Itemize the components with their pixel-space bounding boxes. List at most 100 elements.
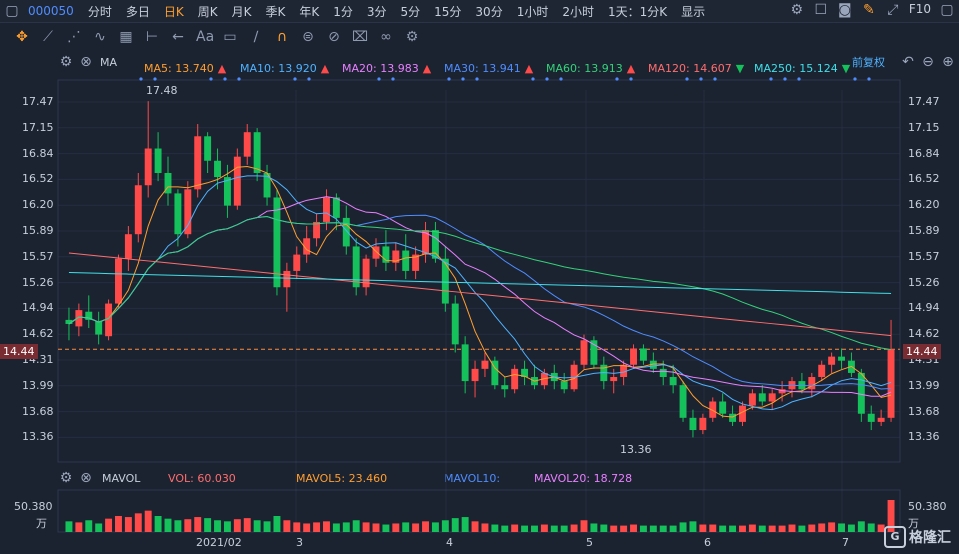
adjust-select[interactable]: 前复权 xyxy=(852,56,885,69)
tab-1[interactable]: 多日 xyxy=(125,4,150,19)
dock-icon[interactable]: ▢ xyxy=(940,2,954,18)
candle-body xyxy=(144,148,152,186)
tab-7[interactable]: 1分 xyxy=(333,4,353,19)
candle-body xyxy=(630,348,637,365)
tab-13[interactable]: 2小时 xyxy=(562,4,594,19)
candle-body xyxy=(332,197,340,218)
watermark-logo-icon: G xyxy=(884,526,906,548)
trash-icon[interactable]: ⌧ xyxy=(352,29,369,45)
candle-body xyxy=(451,303,459,345)
display-select[interactable]: 显示 xyxy=(681,4,706,19)
tab-6[interactable]: 年K xyxy=(299,4,320,19)
checkbox-icon[interactable]: ☐ xyxy=(814,2,828,18)
candle-body xyxy=(263,172,271,198)
settings-icon[interactable]: ⚙ xyxy=(790,2,804,18)
candle-body xyxy=(699,417,707,431)
magnet-icon[interactable]: ∩ xyxy=(276,29,288,45)
event-marker xyxy=(531,77,535,81)
candle-body xyxy=(867,413,875,422)
f10-button[interactable]: F10 xyxy=(908,2,931,16)
measure-tool-icon[interactable]: ⊢ xyxy=(145,29,159,45)
period-select[interactable]: 1天：1分K xyxy=(607,4,668,19)
event-marker xyxy=(615,77,619,81)
stock-code[interactable]: 000050 xyxy=(28,4,74,18)
ruler-icon[interactable]: ∕ xyxy=(253,29,259,45)
undo-icon[interactable]: ↶ xyxy=(902,54,914,70)
text-tool-icon[interactable]: Aa xyxy=(196,29,215,45)
volume-bar xyxy=(184,519,192,532)
date-label: 5 xyxy=(586,536,593,549)
crosshair-icon[interactable]: ✥ xyxy=(16,29,28,45)
wave-tool-icon[interactable]: ∿ xyxy=(94,29,106,45)
candle-body xyxy=(214,160,221,178)
polyline-tool-icon[interactable]: ⋰ xyxy=(67,29,81,45)
camera-icon[interactable]: ◙ xyxy=(838,2,852,18)
volume-bar xyxy=(412,523,420,532)
draw-settings-icon[interactable]: ⚙ xyxy=(405,29,419,45)
volume-bar xyxy=(580,520,588,532)
tab-3[interactable]: 周K xyxy=(197,4,218,19)
volume-bar xyxy=(857,521,865,532)
tab-9[interactable]: 5分 xyxy=(400,4,421,19)
volume-bar xyxy=(798,525,806,532)
volume-bar xyxy=(540,524,548,532)
ma-settings-icon[interactable]: ⚙ xyxy=(59,54,73,70)
line-tool-icon[interactable]: ⟋ xyxy=(43,29,53,45)
tab-8[interactable]: 3分 xyxy=(366,4,387,19)
minus-icon[interactable]: ⊖ xyxy=(922,54,934,70)
candle-body xyxy=(818,364,826,378)
fullscreen-icon[interactable]: ⤢ xyxy=(887,2,899,18)
price-tick: 13.99 xyxy=(908,378,940,392)
candle-body xyxy=(273,197,281,288)
tab-2[interactable]: 日K xyxy=(163,4,184,19)
ma-line-ma120 xyxy=(68,252,892,337)
date-label: 7 xyxy=(842,536,849,549)
volume-bar xyxy=(639,525,647,532)
ma-item-6: MA250: 15.124 ▼ xyxy=(754,62,851,75)
candle-body xyxy=(174,193,182,235)
price-tick: 15.57 xyxy=(22,249,54,263)
candle-body xyxy=(75,310,83,327)
candle-body xyxy=(461,344,469,382)
vol-close-icon[interactable]: ⊗ xyxy=(80,470,92,486)
vol-settings-icon[interactable]: ⚙ xyxy=(59,470,73,486)
price-tick: 16.52 xyxy=(908,172,940,186)
price-tick: 14.94 xyxy=(908,301,940,315)
plus-icon[interactable]: ⊕ xyxy=(942,54,954,70)
candle-body xyxy=(600,364,608,382)
link-icon[interactable]: ∞ xyxy=(380,29,392,45)
volume-bar xyxy=(570,524,578,532)
volume-bar xyxy=(649,525,657,532)
vol-axis-unit-left: 万 xyxy=(36,517,47,530)
volume-bar xyxy=(491,524,499,532)
price-tick: 15.26 xyxy=(22,275,54,289)
volume-bar xyxy=(461,517,469,532)
tab-12[interactable]: 1小时 xyxy=(516,4,549,19)
candle-body xyxy=(124,234,132,259)
candle-body xyxy=(283,270,291,288)
event-marker xyxy=(391,77,395,81)
volume-bar xyxy=(273,516,281,532)
candle-body xyxy=(105,303,113,337)
price-tick: 13.36 xyxy=(22,430,54,444)
volume-bar xyxy=(174,520,182,532)
layout-icon[interactable]: ▢ xyxy=(5,3,19,19)
volume-bar xyxy=(788,524,796,532)
tab-11[interactable]: 30分 xyxy=(475,4,503,19)
eye-icon[interactable]: ⊜ xyxy=(302,29,314,45)
hide-icon[interactable]: ⊘ xyxy=(328,29,340,45)
arrow-tool-icon[interactable]: ← xyxy=(172,29,184,45)
candle-body xyxy=(620,364,628,378)
volume-bar xyxy=(75,522,83,532)
tab-5[interactable]: 季K xyxy=(265,4,286,19)
ma-close-icon[interactable]: ⊗ xyxy=(80,54,92,70)
mavol20-value: MAVOL20: 18.728 xyxy=(534,471,633,485)
pencil-icon[interactable]: ✎ xyxy=(862,2,875,18)
note-tool-icon[interactable]: ▭ xyxy=(223,29,237,45)
grid-tool-icon[interactable]: ▦ xyxy=(119,29,133,45)
tab-10[interactable]: 15分 xyxy=(434,4,462,19)
event-marker xyxy=(209,77,213,81)
tab-0[interactable]: 分时 xyxy=(87,4,112,19)
volume-bar xyxy=(659,525,667,532)
tab-4[interactable]: 月K xyxy=(231,4,252,19)
